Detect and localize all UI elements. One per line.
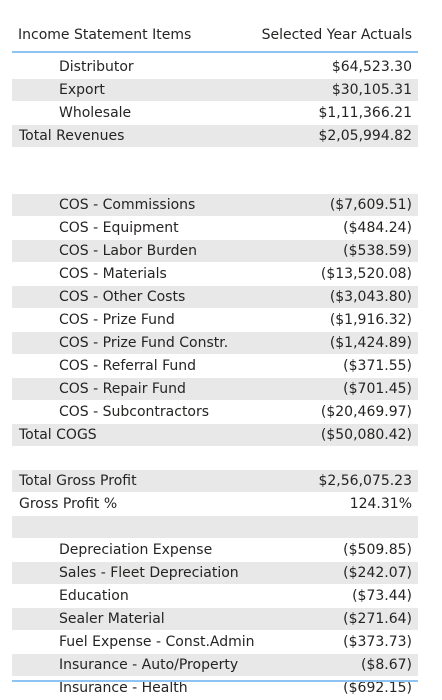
row-label: COS - Subcontractors xyxy=(59,404,210,420)
income-statement-table: Income Statement Items Selected Year Act… xyxy=(12,18,418,700)
table-row[interactable] xyxy=(12,171,418,194)
row-label: Distributor xyxy=(59,59,134,75)
table-row[interactable]: COS - Subcontractors ($20,469.97) xyxy=(12,401,418,424)
row-value: ($50,080.42) xyxy=(320,427,412,443)
row-label: COS - Materials xyxy=(59,266,167,282)
row-value: ($20,469.97) xyxy=(320,404,412,420)
row-label: COS - Labor Burden xyxy=(59,243,198,259)
row-label: Education xyxy=(59,588,129,604)
row-label: Fuel Expense - Const.Admin xyxy=(59,634,255,650)
row-label: Insurance - Auto/Property xyxy=(59,657,239,673)
row-value: ($8.67) xyxy=(360,657,412,673)
row-value: ($271.64) xyxy=(343,611,412,627)
row-label: Total Revenues xyxy=(19,128,125,144)
table-row[interactable]: Gross Profit % 124.31% xyxy=(12,493,418,516)
table-row[interactable]: Fuel Expense - Const.Admin ($373.73) xyxy=(12,631,418,654)
table-row[interactable] xyxy=(12,516,418,539)
row-label: COS - Equipment xyxy=(59,220,179,236)
row-value: $30,105.31 xyxy=(331,82,412,98)
row-value: $1,11,366.21 xyxy=(318,105,412,121)
table-row[interactable]: Total Gross Profit $2,56,075.23 xyxy=(12,470,418,493)
row-label: Export xyxy=(59,82,105,98)
row-label: COS - Referral Fund xyxy=(59,358,196,374)
row-label: Gross Profit % xyxy=(19,496,118,512)
row-value: ($373.73) xyxy=(343,634,412,650)
table-row[interactable]: COS - Referral Fund ($371.55) xyxy=(12,355,418,378)
row-value: ($3,043.80) xyxy=(329,289,412,305)
row-value: $2,05,994.82 xyxy=(318,128,412,144)
row-label: Wholesale xyxy=(59,105,132,121)
row-value: ($73.44) xyxy=(352,588,412,604)
row-label: COS - Commissions xyxy=(59,197,196,213)
row-value: ($1,424.89) xyxy=(329,335,412,351)
table-row[interactable]: Total Revenues $2,05,994.82 xyxy=(12,125,418,148)
table-row[interactable]: COS - Prize Fund Constr. ($1,424.89) xyxy=(12,332,418,355)
table-row[interactable]: Distributor $64,523.30 xyxy=(12,56,418,79)
row-label: Total COGS xyxy=(19,427,97,443)
row-value: 124.31% xyxy=(349,496,412,512)
row-value: ($701.45) xyxy=(343,381,412,397)
table-row[interactable] xyxy=(12,447,418,470)
row-value: ($509.85) xyxy=(343,542,412,558)
table-bottom-border xyxy=(12,680,418,682)
table-row[interactable]: COS - Other Costs ($3,043.80) xyxy=(12,286,418,309)
row-label: COS - Other Costs xyxy=(59,289,186,305)
table-row[interactable]: Sales - Fleet Depreciation ($242.07) xyxy=(12,562,418,585)
row-label: COS - Repair Fund xyxy=(59,381,186,397)
table-row[interactable]: Insurance - Auto/Property ($8.67) xyxy=(12,654,418,677)
table-row[interactable]: COS - Materials ($13,520.08) xyxy=(12,263,418,286)
row-value: ($538.59) xyxy=(343,243,412,259)
table-row[interactable]: COS - Equipment ($484.24) xyxy=(12,217,418,240)
row-label: Total Gross Profit xyxy=(19,473,137,489)
table-row[interactable]: Education ($73.44) xyxy=(12,585,418,608)
table-body: Distributor $64,523.30 Export $30,105.31 Who… xyxy=(12,56,418,700)
row-label: Sealer Material xyxy=(59,611,165,627)
table-row[interactable]: COS - Commissions ($7,609.51) xyxy=(12,194,418,217)
row-label: Insurance - Health xyxy=(59,680,188,696)
row-value: $64,523.30 xyxy=(331,59,412,75)
row-value: ($484.24) xyxy=(343,220,412,236)
table-row[interactable]: Sealer Material ($271.64) xyxy=(12,608,418,631)
table-row[interactable]: COS - Repair Fund ($701.45) xyxy=(12,378,418,401)
table-row[interactable]: Depreciation Expense ($509.85) xyxy=(12,539,418,562)
column-header-items[interactable]: Income Statement Items xyxy=(18,26,192,43)
row-label: COS - Prize Fund xyxy=(59,312,175,328)
row-value: ($371.55) xyxy=(343,358,412,374)
row-label: COS - Prize Fund Constr. xyxy=(59,335,229,351)
table-row[interactable]: COS - Prize Fund ($1,916.32) xyxy=(12,309,418,332)
row-value: ($242.07) xyxy=(343,565,412,581)
row-label: Depreciation Expense xyxy=(59,542,213,558)
row-value: ($692.15) xyxy=(343,680,412,696)
table-row[interactable] xyxy=(12,148,418,171)
table-row[interactable]: Wholesale $1,11,366.21 xyxy=(12,102,418,125)
row-value: ($1,916.32) xyxy=(329,312,412,328)
row-value: $2,56,075.23 xyxy=(318,473,412,489)
table-row[interactable]: Export $30,105.31 xyxy=(12,79,418,102)
column-header-actuals[interactable]: Selected Year Actuals xyxy=(261,26,412,43)
row-value: ($13,520.08) xyxy=(320,266,412,282)
row-value: ($7,609.51) xyxy=(329,197,412,213)
table-row[interactable]: Total COGS ($50,080.42) xyxy=(12,424,418,447)
row-label: Sales - Fleet Depreciation xyxy=(59,565,239,581)
table-header: Income Statement Items Selected Year Act… xyxy=(12,18,418,53)
table-row[interactable]: COS - Labor Burden ($538.59) xyxy=(12,240,418,263)
